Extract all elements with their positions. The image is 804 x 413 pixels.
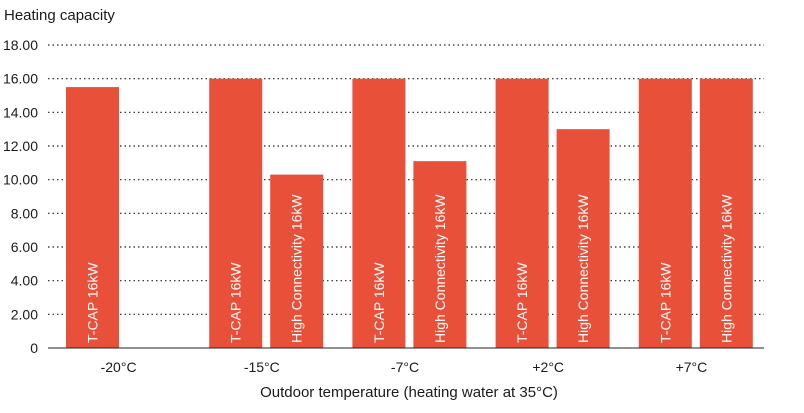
bar-label: High Connectivity 16kW <box>289 194 305 343</box>
bar <box>556 129 610 348</box>
bar <box>209 78 263 349</box>
y-tick-label: 18.00 <box>3 37 38 53</box>
bar-label: T-CAP 16kW <box>657 262 673 343</box>
bar-label: High Connectivity 16kW <box>575 194 591 343</box>
y-tick-label: 0 <box>30 340 38 356</box>
y-tick-label: 6.00 <box>11 239 38 255</box>
bar <box>413 161 467 348</box>
bar <box>638 78 692 349</box>
x-tick-label: -7°C <box>391 359 419 375</box>
bars: T-CAP 16kW T-CAP 16kW High Connectivity 16… <box>66 78 753 349</box>
x-tick-label: -20°C <box>101 359 137 375</box>
bar <box>495 78 549 349</box>
x-axis-title: Outdoor temperature (heating water at 35… <box>260 384 558 401</box>
x-tick-label: +7°C <box>676 359 708 375</box>
y-axis-title: Heating capacity <box>4 7 115 24</box>
x-axis-ticks: -20°C -15°C -7°C +2°C +7°C <box>101 359 708 375</box>
bar-label: High Connectivity 16kW <box>718 194 734 343</box>
bar-label: T-CAP 16kW <box>514 262 530 343</box>
y-tick-label: 14.00 <box>3 104 38 120</box>
bar-label: T-CAP 16kW <box>85 262 101 343</box>
y-tick-label: 8.00 <box>11 205 38 221</box>
bar <box>270 174 324 348</box>
y-tick-label: 2.00 <box>11 306 38 322</box>
y-tick-label: 10.00 <box>3 172 38 188</box>
bar <box>66 87 119 348</box>
x-tick-label: -15°C <box>244 359 280 375</box>
x-tick-label: +2°C <box>532 359 564 375</box>
bar-label: T-CAP 16kW <box>371 262 387 343</box>
y-tick-label: 4.00 <box>11 273 38 289</box>
bar <box>699 78 753 349</box>
y-tick-label: 12.00 <box>3 138 38 154</box>
bar <box>352 78 406 349</box>
y-tick-label: 16.00 <box>3 71 38 87</box>
bar-label: T-CAP 16kW <box>228 262 244 343</box>
y-axis-ticks: 0 2.00 4.00 6.00 8.00 10.00 12.00 14.00 16.00 18.… <box>3 37 38 356</box>
bar-label: High Connectivity 16kW <box>432 194 448 343</box>
